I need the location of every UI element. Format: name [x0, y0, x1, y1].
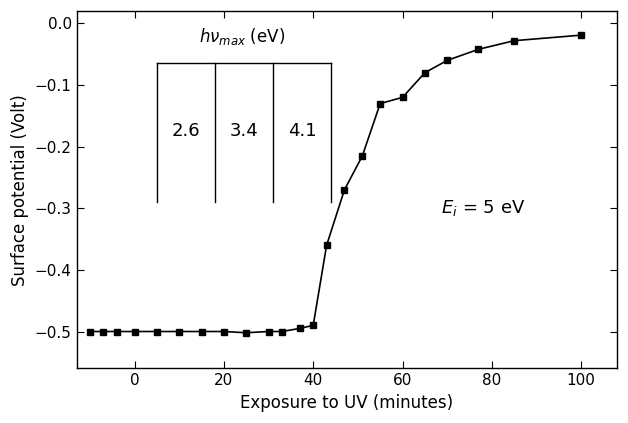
Text: $h\nu_{max}$ (eV): $h\nu_{max}$ (eV)	[198, 27, 285, 47]
Text: 4.1: 4.1	[288, 122, 317, 140]
Text: 2.6: 2.6	[171, 122, 200, 140]
Text: $E_i$ = 5 eV: $E_i$ = 5 eV	[441, 198, 525, 218]
Text: 3.4: 3.4	[230, 122, 258, 140]
X-axis label: Exposure to UV (minutes): Exposure to UV (minutes)	[240, 394, 453, 412]
Y-axis label: Surface potential (Volt): Surface potential (Volt)	[11, 94, 29, 286]
